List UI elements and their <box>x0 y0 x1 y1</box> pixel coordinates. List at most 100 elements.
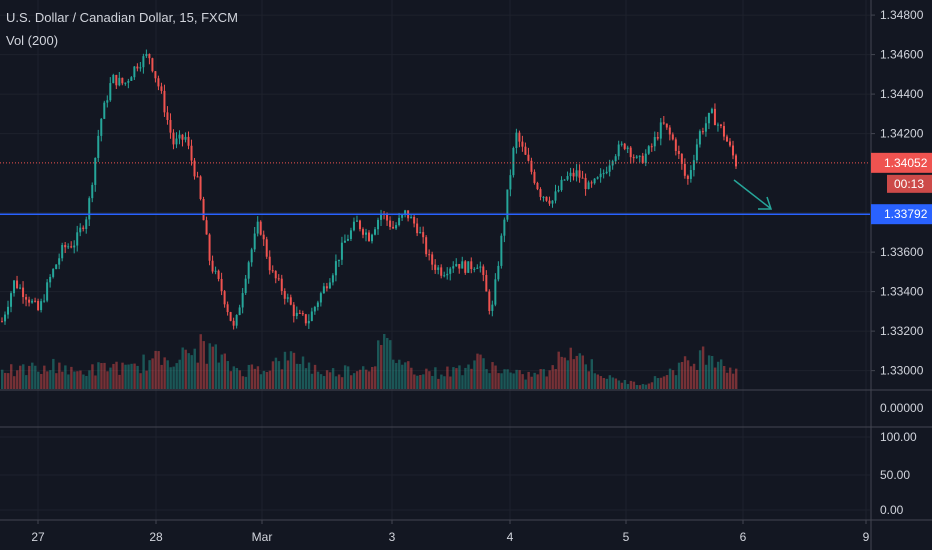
candle-body <box>85 219 88 229</box>
candle-body <box>256 221 259 234</box>
volume-bar <box>725 372 729 389</box>
volume-bar <box>596 374 600 389</box>
candle-body <box>79 227 82 233</box>
candle-body <box>7 306 10 315</box>
volume-bar <box>274 357 278 389</box>
volume-bar <box>671 370 675 389</box>
volume-bar <box>244 376 248 389</box>
volume-bar <box>1 369 4 389</box>
candle-body <box>698 131 701 145</box>
candle-body <box>151 58 154 72</box>
candle-body <box>346 238 349 241</box>
candle-body <box>334 261 337 276</box>
candle-body <box>503 219 506 236</box>
volume-bar <box>130 363 133 389</box>
volume-bar <box>349 375 353 389</box>
volume-bar <box>644 384 648 389</box>
candle-body <box>707 112 710 124</box>
symbol-legend[interactable]: U.S. Dollar / Canadian Dollar, 15, FXCM <box>6 10 238 25</box>
volume-bar <box>422 374 425 389</box>
candle-body <box>208 234 211 261</box>
candle-body <box>641 155 644 164</box>
volume-bar <box>428 371 431 389</box>
volume-bar <box>617 380 621 389</box>
volume-bar <box>449 376 452 389</box>
volume-bar <box>530 376 533 389</box>
candle-body <box>560 179 563 191</box>
volume-bar <box>307 362 311 389</box>
candle-body <box>4 314 7 322</box>
volume-bar <box>467 364 470 389</box>
volume-bar <box>593 373 597 389</box>
volume-bar <box>166 360 169 389</box>
volume-bar <box>241 376 245 389</box>
candle-body <box>19 287 22 289</box>
volume-bar <box>301 356 305 389</box>
candle-body <box>440 267 443 276</box>
volume-bar <box>142 354 145 389</box>
candle-body <box>298 312 301 314</box>
volume-bar <box>118 374 121 389</box>
candle-body <box>719 124 722 127</box>
candle-body <box>566 176 569 180</box>
candle-body <box>668 127 671 135</box>
candle-body <box>274 271 277 279</box>
volume-bar <box>316 371 320 389</box>
candle-body <box>289 297 292 305</box>
candle-body <box>662 122 665 124</box>
volume-legend[interactable]: Vol (200) <box>6 33 59 48</box>
volume-bar <box>115 361 118 389</box>
horizontal-line-badge <box>871 204 932 225</box>
candle-body <box>620 143 623 145</box>
volume-bar <box>563 357 566 389</box>
volume-bar <box>265 372 269 389</box>
candle-body <box>247 262 250 279</box>
volume-bar <box>410 367 413 389</box>
candle-body <box>58 258 61 265</box>
candle-body <box>683 163 686 176</box>
time-tick-label: 4 <box>507 530 514 544</box>
candle-body <box>352 221 355 231</box>
volume-bar <box>334 376 338 389</box>
volume-bar <box>88 370 91 389</box>
volume-bar <box>569 347 572 389</box>
volume-bar <box>551 365 554 389</box>
volume-bar <box>25 375 28 389</box>
volume-bar <box>148 360 151 389</box>
volume-bar <box>82 374 85 389</box>
candle-body <box>271 270 274 272</box>
candle-body <box>713 108 716 126</box>
volume-bar <box>632 381 636 389</box>
candle-body <box>735 155 737 167</box>
candle-body <box>148 53 151 59</box>
volume-bar <box>208 343 211 389</box>
time-tick-label: 27 <box>31 530 45 544</box>
volume-bar <box>527 371 530 389</box>
volume-bar <box>509 372 512 389</box>
candle-body <box>199 176 202 200</box>
volume-bar <box>380 344 383 389</box>
volume-bar <box>590 359 594 389</box>
candle-body <box>82 227 85 229</box>
candle-body <box>355 220 358 222</box>
volume-bar <box>653 376 657 389</box>
candle-body <box>518 132 521 142</box>
volume-bar <box>395 363 398 389</box>
volume-bar <box>52 358 55 389</box>
volume-bar <box>214 344 217 389</box>
volume-bar <box>361 366 365 389</box>
volume-bar <box>184 349 187 389</box>
candle-body <box>551 200 554 204</box>
candle-body <box>124 82 127 84</box>
volume-bar <box>611 377 615 389</box>
candle-body <box>364 232 367 235</box>
volume-bar <box>500 373 503 389</box>
candle-body <box>596 177 599 179</box>
volume-bar <box>455 368 458 389</box>
volume-bar <box>46 371 49 389</box>
candle-body <box>139 67 142 69</box>
volume-bar <box>160 364 163 389</box>
volume-bar <box>686 360 690 389</box>
